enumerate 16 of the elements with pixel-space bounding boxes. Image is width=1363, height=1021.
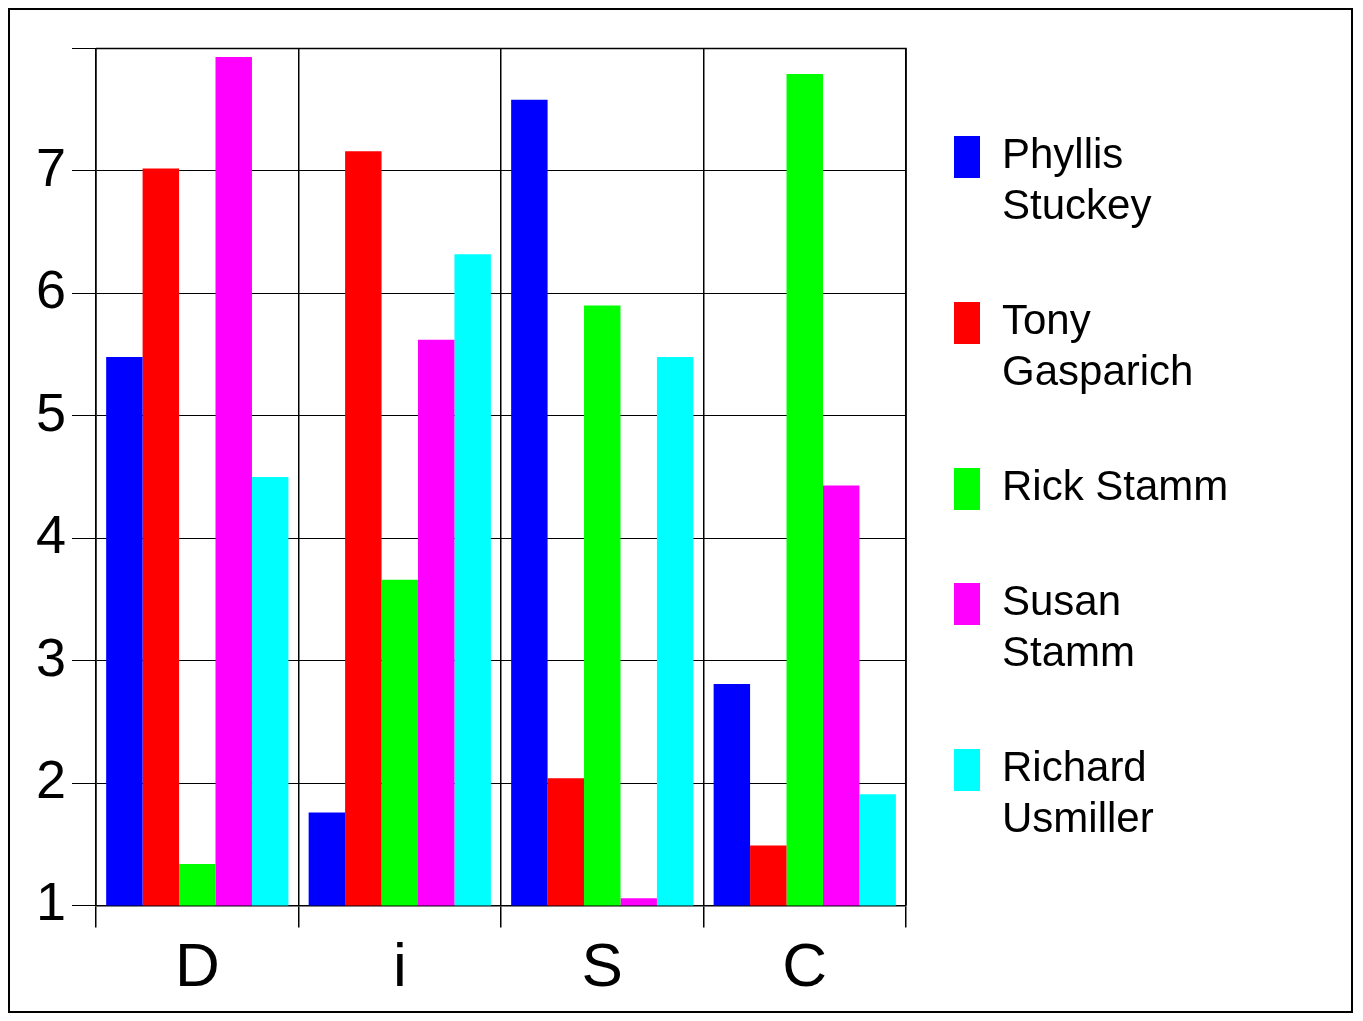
y-tick-label: 7 xyxy=(35,136,67,197)
legend-label: Richard Usmiller xyxy=(1002,742,1155,843)
legend-label: Susan Stamm xyxy=(1002,576,1136,677)
y-tick-label: 1 xyxy=(35,871,67,932)
y-tick-label: 2 xyxy=(35,749,67,810)
x-tick-label: D xyxy=(174,929,220,999)
y-tick-label: 4 xyxy=(35,504,67,565)
x-tick-label: S xyxy=(581,929,623,999)
y-tick-label: 5 xyxy=(35,381,67,442)
x-tick-label: i xyxy=(392,929,407,999)
legend-label: Phyllis Stuckey xyxy=(1002,129,1153,230)
x-tick-label: C xyxy=(782,929,828,999)
legend-label: Tony Gasparich xyxy=(1002,295,1195,396)
y-tick-label: 3 xyxy=(35,626,67,687)
y-tick-label: 6 xyxy=(35,259,67,320)
legend-label: Rick Stamm xyxy=(1002,461,1230,511)
